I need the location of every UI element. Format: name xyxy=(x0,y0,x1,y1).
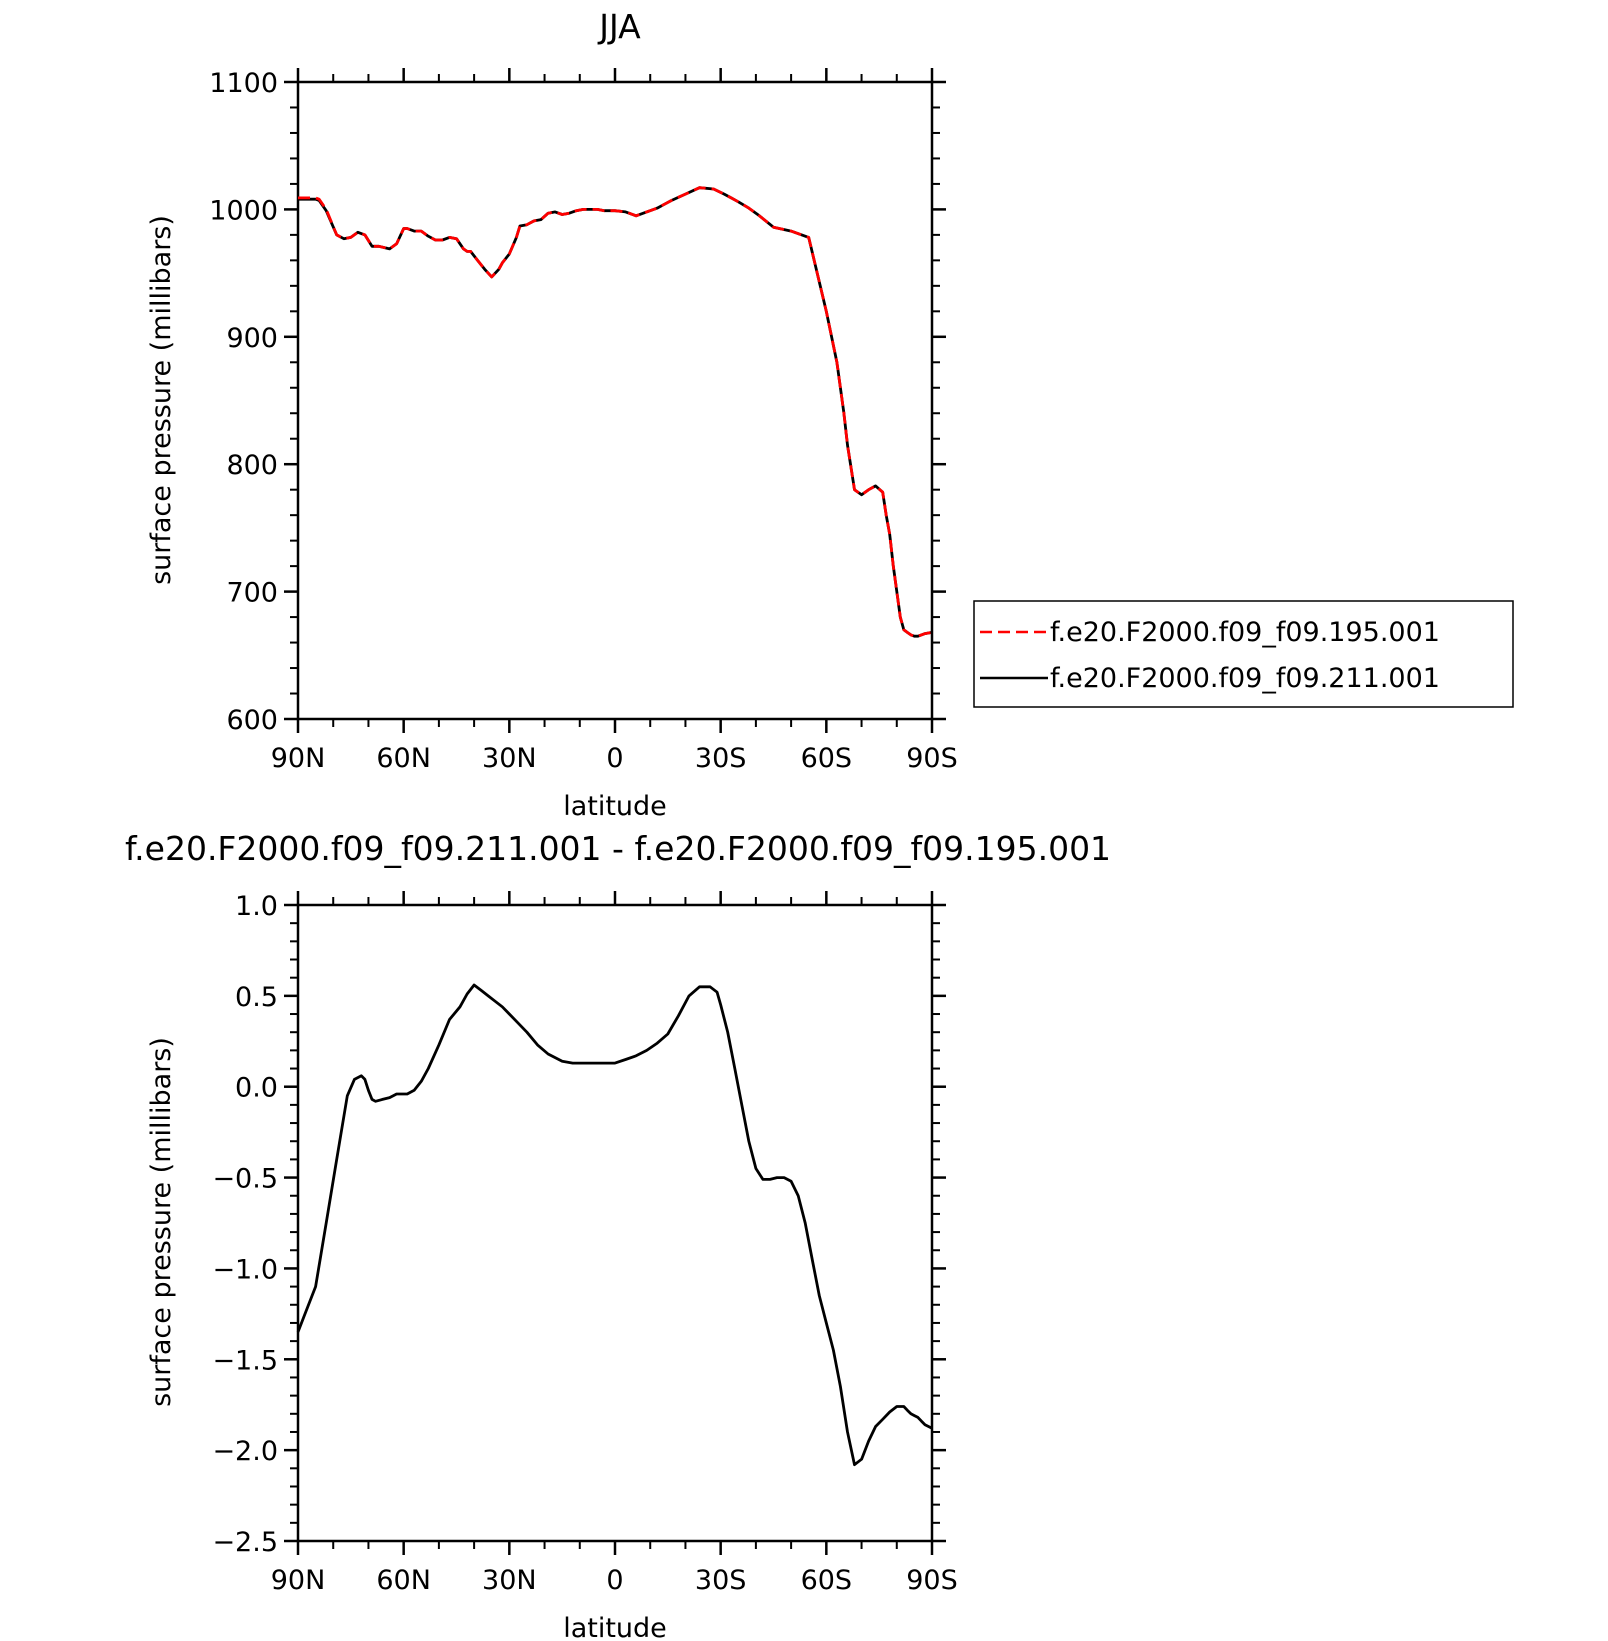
x-tick-label: 0 xyxy=(606,1565,623,1596)
y-tick-label: 1100 xyxy=(209,68,278,99)
x-tick-label: 0 xyxy=(606,743,623,774)
series-line-1 xyxy=(296,983,933,1467)
y-tick-label: −0.5 xyxy=(212,1164,278,1195)
bottom-x-axis-label: latitude xyxy=(563,1613,667,1641)
legend-label-series-1: f.e20.F2000.f09_f09.195.001 xyxy=(1050,617,1440,648)
bottom-y-axis: −2.5 −2.0 −1.5 −1.0 −0.5 0.0 0.5 1.0 xyxy=(212,891,946,1558)
bottom-panel-title: f.e20.F2000.f09_f09.211.001 - f.e20.F200… xyxy=(125,829,1111,868)
bottom-panel: f.e20.F2000.f09_f09.211.001 - f.e20.F200… xyxy=(125,829,1111,1641)
top-x-axis-label: latitude xyxy=(563,791,667,822)
y-tick-label: 1.0 xyxy=(235,891,278,922)
x-tick-label: 90N xyxy=(271,1565,326,1596)
x-tick-label: 30N xyxy=(482,1565,537,1596)
legend: f.e20.F2000.f09_f09.195.001 f.e20.F2000.… xyxy=(973,600,1514,708)
top-y-axis: 600 700 800 900 1000 1100 xyxy=(209,68,946,736)
x-tick-label: 60S xyxy=(801,1565,853,1596)
x-tick-label: 90S xyxy=(906,743,958,774)
x-tick-label: 30N xyxy=(482,743,537,774)
x-tick-label: 90N xyxy=(271,743,326,774)
y-tick-label: −1.5 xyxy=(212,1345,278,1376)
top-x-axis: 90N 60N 30N 0 30S 60S 90S xyxy=(271,68,958,774)
x-tick-label: 60N xyxy=(376,1565,431,1596)
legend-label-series-2: f.e20.F2000.f09_f09.211.001 xyxy=(1050,663,1440,694)
x-tick-label: 90S xyxy=(906,1565,958,1596)
x-tick-label: 60S xyxy=(801,743,853,774)
bottom-series-group xyxy=(296,983,933,1467)
x-tick-label: 30S xyxy=(695,743,747,774)
x-tick-label: 30S xyxy=(695,1565,747,1596)
series-line-2 xyxy=(298,186,933,638)
y-tick-label: −2.0 xyxy=(212,1436,278,1467)
top-panel-title: JJA xyxy=(597,7,641,46)
y-tick-label: 900 xyxy=(226,323,278,354)
y-tick-label: 0.5 xyxy=(235,982,278,1013)
y-tick-label: −2.5 xyxy=(212,1527,278,1558)
y-tick-label: 800 xyxy=(226,450,278,481)
top-plot-frame xyxy=(296,80,934,721)
top-series-group xyxy=(298,186,933,638)
y-tick-label: 600 xyxy=(226,705,278,736)
y-tick-label: 700 xyxy=(226,578,278,609)
bottom-plot-frame xyxy=(296,903,934,1543)
bottom-x-axis: 90N 60N 30N 0 30S 60S 90S xyxy=(271,891,958,1596)
y-tick-label: 0.0 xyxy=(235,1073,278,1104)
bottom-y-axis-label: surface pressure (millibars) xyxy=(146,1037,177,1407)
top-panel: JJA 600 700 800 900 1000 1100 90N 60N 30N 0 30S 60… xyxy=(146,7,1514,822)
top-y-axis-label: surface pressure (millibars) xyxy=(146,215,177,585)
series-line-1 xyxy=(298,186,933,638)
x-tick-label: 60N xyxy=(376,743,431,774)
legend-box xyxy=(973,600,1514,708)
y-tick-label: −1.0 xyxy=(212,1254,278,1285)
y-tick-label: 1000 xyxy=(209,195,278,226)
